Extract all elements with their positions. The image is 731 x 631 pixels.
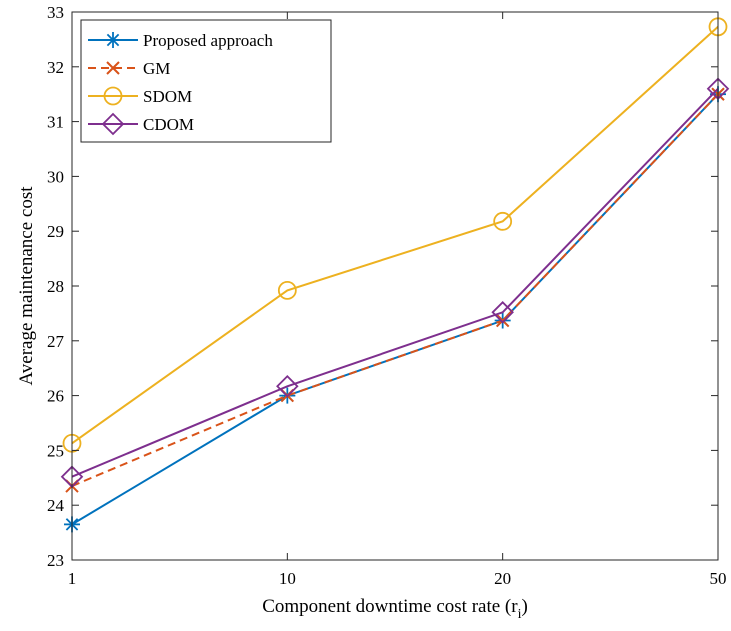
y-tick-label-25: 25: [47, 441, 64, 460]
legend-marker-gm-stroke-d2: [106, 61, 120, 75]
x-axis-label-close: ): [521, 596, 527, 617]
y-tick-label-26: 26: [47, 387, 64, 406]
legend-marker-sdom: [103, 86, 123, 106]
legend-entry-cdom: CDOM: [88, 112, 194, 136]
point-sdom-20: [493, 211, 513, 231]
legend-label-proposed-approach: Proposed approach: [143, 31, 273, 50]
legend-marker-cdom-shape: [101, 112, 125, 136]
y-axis: 23 24 25 26 27 28 29 30 31 32 33: [47, 3, 718, 570]
x-axis-label-subscript: i: [518, 607, 522, 622]
legend-entry-proposed-approach: Proposed approach: [88, 31, 273, 50]
point-sdom-10-shape: [277, 280, 297, 300]
x-axis-label: Component downtime cost rate (ri): [262, 596, 528, 622]
x-axis: 1 10 20 50: [68, 12, 727, 588]
x-axis-label-main: Component downtime cost rate (r: [262, 596, 518, 617]
y-axis-label: Average maintenance cost: [16, 186, 37, 386]
y-tick-label-29: 29: [47, 222, 64, 241]
y-tick-label-27: 27: [47, 332, 65, 351]
legend-marker-proposed-approach-stroke-d2: [106, 33, 120, 47]
y-tick-label-24: 24: [47, 496, 65, 515]
legend-label-cdom: CDOM: [143, 115, 194, 134]
series-line-gm: [71, 93, 719, 487]
series-line-cdom: [71, 88, 719, 478]
legend-marker-cdom: [101, 112, 125, 136]
point-cdom-20: [491, 301, 514, 324]
point-cdom-20-shape: [491, 301, 514, 324]
legend-marker-sdom-shape: [103, 86, 123, 106]
x-tick-label-10: 10: [279, 569, 296, 588]
y-tick-label-33: 33: [47, 3, 64, 22]
legend-marker-gm: [106, 61, 120, 75]
y-tick-label-28: 28: [47, 277, 64, 296]
y-tick-label-31: 31: [47, 113, 64, 132]
x-tick-label-50: 50: [710, 569, 727, 588]
legend-label-sdom: SDOM: [143, 87, 192, 106]
y-tick-label-23: 23: [47, 551, 64, 570]
legend: Proposed approach GM SDOM CDOM: [80, 19, 332, 143]
y-tick-label-30: 30: [47, 167, 64, 186]
legend-entry-gm: GM: [88, 59, 170, 78]
legend-marker-proposed-approach: [105, 32, 121, 48]
point-sdom-10: [277, 280, 297, 300]
point-cdom-10-shape: [276, 375, 299, 398]
point-gm-20-stroke-d2: [495, 313, 510, 328]
series-layer: [60, 17, 730, 533]
legend-label-gm: GM: [143, 59, 170, 78]
point-gm-20: [495, 313, 510, 328]
legend-entry-sdom: SDOM: [88, 86, 192, 106]
y-tick-label-32: 32: [47, 58, 64, 77]
x-tick-label-20: 20: [494, 569, 511, 588]
point-cdom-10: [276, 375, 299, 398]
x-tick-label-1: 1: [68, 569, 77, 588]
series-line-sdom: [71, 26, 719, 445]
point-sdom-20-shape: [493, 211, 513, 231]
